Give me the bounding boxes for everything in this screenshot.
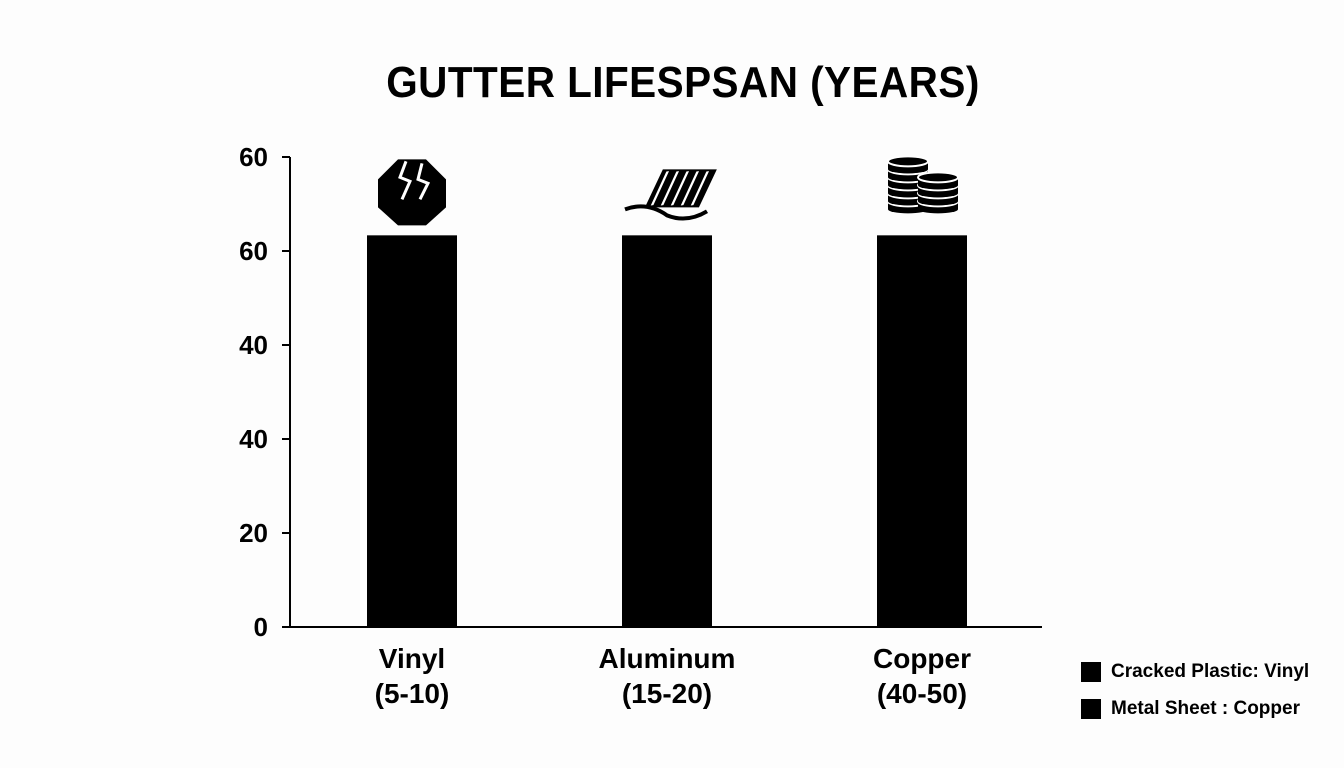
coin-stack-right xyxy=(917,171,959,214)
category-range-label: (15-20) xyxy=(622,678,712,709)
legend-item-metal-sheet: Metal Sheet : Copper xyxy=(1081,694,1309,724)
category-range-label: (5-10) xyxy=(375,678,450,709)
icon-curl xyxy=(624,204,709,221)
category-label: Aluminum xyxy=(599,643,736,674)
category-label: Copper xyxy=(873,643,971,674)
category-label: Vinyl xyxy=(379,643,445,674)
bar-aluminum xyxy=(622,235,712,628)
legend-label: Metal Sheet : Copper xyxy=(1111,698,1300,719)
coin-bottom xyxy=(918,181,958,190)
icon-ridge xyxy=(680,171,700,206)
cracked-plastic-icon xyxy=(378,159,446,226)
icon-sheet xyxy=(644,169,717,208)
icon-crack xyxy=(398,160,413,200)
y-tick-label: 60 xyxy=(239,236,268,266)
metal-sheet-icon xyxy=(624,169,717,221)
bar-vinyl xyxy=(367,235,457,628)
coin-stack-icon xyxy=(887,155,959,214)
icon-crack xyxy=(416,162,431,201)
legend-label: Cracked Plastic: Vinyl xyxy=(1111,661,1310,682)
icon-ridge xyxy=(670,171,690,206)
y-tick-label: 0 xyxy=(254,612,268,642)
icon-ridge xyxy=(690,171,710,206)
chart-title: GUTTER LIFESPSAN (YEARS) xyxy=(386,58,980,107)
icon-ridge xyxy=(660,171,680,206)
icon-shape xyxy=(378,159,446,226)
legend-swatch xyxy=(1081,662,1101,682)
legend: Cracked Plastic: Vinyl Metal Sheet : Cop… xyxy=(1081,657,1309,731)
y-tick-label: 40 xyxy=(239,424,268,454)
bar-copper xyxy=(877,235,967,628)
y-tick-label: 60 xyxy=(239,142,268,172)
coin-bottom xyxy=(918,205,958,214)
coin-bottom xyxy=(888,165,928,174)
legend-swatch xyxy=(1081,699,1101,719)
y-tick-label: 40 xyxy=(239,330,268,360)
coin-bottom xyxy=(918,189,958,198)
icon-ridge xyxy=(650,171,670,206)
category-range-label: (40-50) xyxy=(877,678,967,709)
coin-top xyxy=(887,155,929,168)
y-tick-label: 20 xyxy=(239,518,268,548)
coin-bottom xyxy=(918,197,958,206)
legend-item-cracked-plastic: Cracked Plastic: Vinyl xyxy=(1081,657,1309,687)
coin-top xyxy=(917,171,959,184)
